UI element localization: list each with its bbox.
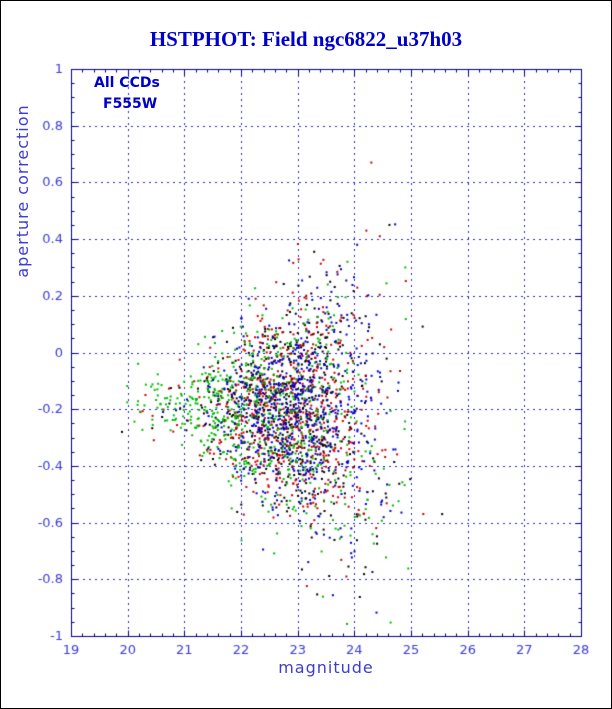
chart-title: HSTPHOT: Field ngc6822_u37h03 <box>149 27 463 51</box>
y-axis-label: aperture correction <box>13 104 32 278</box>
annotation-all-ccds: All CCDs <box>94 75 160 91</box>
x-axis-label: magnitude <box>278 658 374 677</box>
annotation-filter-f555w: F555W <box>103 96 158 112</box>
